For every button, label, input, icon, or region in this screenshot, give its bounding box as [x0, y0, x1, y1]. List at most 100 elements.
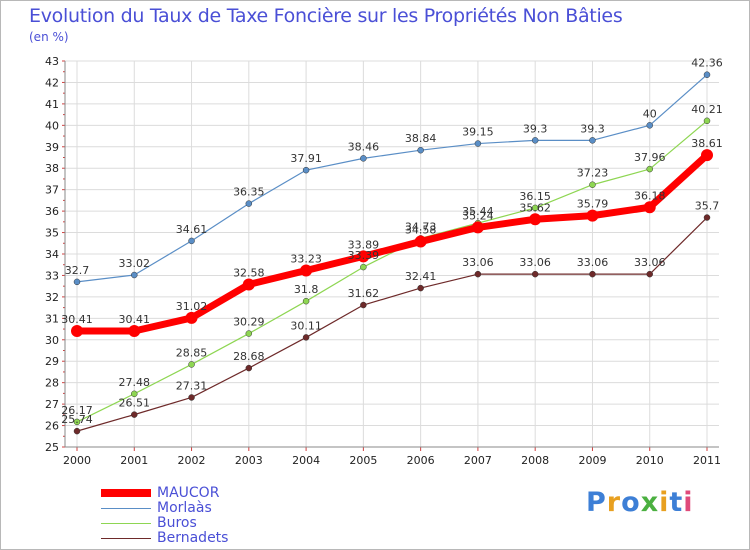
data-point — [414, 235, 427, 248]
data-point — [245, 364, 253, 372]
chart-title: Evolution du Taux de Taxe Foncière sur l… — [29, 5, 623, 27]
data-point — [131, 411, 138, 418]
data-label: 38.61 — [691, 137, 723, 150]
data-point — [360, 263, 367, 271]
data-label: 31.8 — [294, 283, 319, 296]
data-label: 33.06 — [577, 256, 609, 269]
data-point — [474, 140, 482, 147]
data-point — [646, 165, 653, 173]
data-label: 36.15 — [519, 190, 551, 203]
data-point — [703, 71, 711, 78]
x-tick-label: 2009 — [578, 454, 606, 467]
data-point — [703, 214, 711, 221]
data-label: 37.23 — [577, 167, 609, 180]
y-tick-label: 40 — [45, 119, 59, 132]
legend-label-morlaas: Morlaàs — [157, 500, 212, 516]
x-tick-label: 2008 — [521, 454, 549, 467]
data-point — [131, 271, 138, 279]
data-point — [302, 297, 310, 305]
legend-swatch-buros — [101, 523, 151, 524]
data-label: 28.85 — [176, 346, 208, 359]
data-label: 35.79 — [577, 198, 609, 211]
data-label: 33.06 — [519, 256, 551, 269]
data-label: 28.68 — [233, 350, 265, 363]
data-point — [643, 201, 656, 214]
x-tick-label: 2007 — [464, 454, 492, 467]
data-label: 31.02 — [176, 300, 208, 313]
data-point — [73, 427, 81, 435]
x-tick-label: 2001 — [120, 454, 148, 467]
data-label: 27.48 — [119, 376, 151, 389]
y-tick-label: 42 — [45, 76, 59, 89]
data-label: 33.02 — [119, 257, 151, 270]
x-tick-label: 2003 — [235, 454, 263, 467]
data-label: 35.62 — [519, 201, 551, 214]
data-point — [360, 301, 367, 309]
data-point — [188, 394, 195, 401]
data-point — [73, 278, 81, 286]
y-tick-label: 35 — [45, 227, 59, 240]
data-label: 38.84 — [405, 132, 437, 145]
y-tick-label: 26 — [45, 420, 59, 433]
data-label: 25.74 — [61, 413, 93, 426]
data-label: 27.31 — [176, 379, 208, 392]
data-label: 30.41 — [61, 313, 93, 326]
y-tick-label: 41 — [45, 98, 59, 111]
y-tick-label: 25 — [45, 441, 59, 454]
data-label: 32.41 — [405, 270, 437, 283]
x-tick-label: 2004 — [292, 454, 320, 467]
data-label: 35.7 — [695, 200, 720, 213]
data-point — [417, 284, 424, 292]
y-tick-label: 43 — [45, 55, 59, 68]
data-point — [242, 278, 255, 291]
y-tick-label: 32 — [45, 291, 59, 304]
data-label: 33.89 — [348, 238, 380, 251]
y-tick-label: 34 — [45, 248, 59, 261]
data-label: 33.06 — [462, 256, 494, 269]
data-point — [703, 117, 711, 125]
data-label: 39.3 — [523, 122, 548, 135]
legend-swatch-morlaas — [101, 508, 151, 509]
y-tick-label: 38 — [45, 162, 59, 175]
series-line — [76, 120, 708, 423]
data-label: 39.3 — [580, 122, 605, 135]
data-point — [474, 270, 482, 278]
data-point — [245, 330, 253, 337]
data-point — [471, 221, 484, 234]
data-label: 40.21 — [691, 103, 723, 116]
data-label: 34.73 — [405, 220, 437, 233]
x-tick-label: 2002 — [178, 454, 206, 467]
data-label: 31.62 — [348, 287, 380, 300]
data-point — [360, 155, 367, 162]
y-tick-label: 27 — [45, 398, 59, 411]
y-tick-label: 29 — [45, 355, 59, 368]
data-label: 38.46 — [348, 140, 380, 153]
data-label: 35.24 — [462, 209, 494, 222]
legend-label-maucor: MAUCOR — [157, 485, 220, 501]
y-tick-label: 33 — [45, 269, 59, 282]
data-label: 42.36 — [691, 57, 723, 70]
series-line — [76, 217, 708, 432]
data-point — [300, 264, 313, 277]
data-point — [589, 181, 596, 188]
data-label: 30.29 — [233, 316, 265, 329]
y-tick-label: 30 — [45, 334, 59, 347]
data-point — [188, 361, 195, 368]
data-point — [357, 250, 370, 263]
data-label: 40 — [643, 107, 657, 120]
legend-swatch-bernadets — [101, 538, 151, 539]
x-tick-label: 2006 — [407, 454, 435, 467]
data-label: 35.44 — [462, 205, 494, 218]
data-label: 26.17 — [61, 404, 93, 417]
data-point — [586, 209, 599, 222]
data-point — [531, 204, 539, 212]
data-point — [128, 324, 141, 337]
data-label: 33.39 — [348, 249, 380, 262]
data-point — [531, 270, 539, 278]
x-tick-label: 2010 — [636, 454, 664, 467]
data-label: 32.58 — [233, 266, 265, 279]
series-line — [76, 74, 708, 283]
data-label: 32.7 — [65, 264, 90, 277]
data-label: 34.61 — [176, 223, 208, 236]
